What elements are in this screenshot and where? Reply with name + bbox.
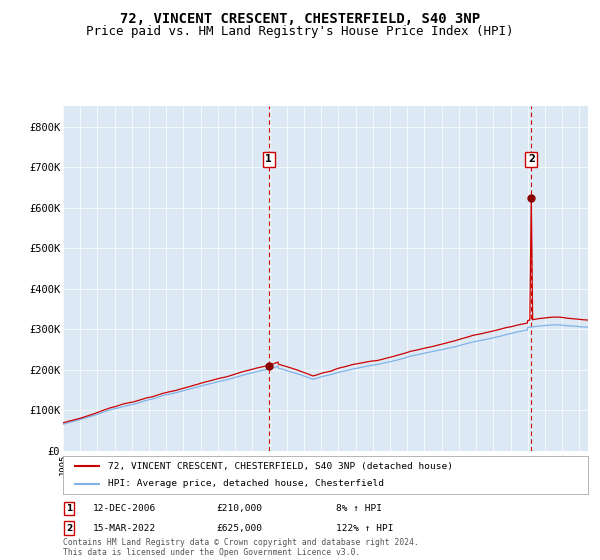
Text: Contains HM Land Registry data © Crown copyright and database right 2024.
This d: Contains HM Land Registry data © Crown c… [63,538,419,557]
Text: 2: 2 [66,524,72,533]
Text: 1: 1 [66,504,72,513]
Text: 72, VINCENT CRESCENT, CHESTERFIELD, S40 3NP: 72, VINCENT CRESCENT, CHESTERFIELD, S40 … [120,12,480,26]
Text: 12-DEC-2006: 12-DEC-2006 [93,504,156,513]
Text: Price paid vs. HM Land Registry's House Price Index (HPI): Price paid vs. HM Land Registry's House … [86,25,514,38]
Text: 122% ↑ HPI: 122% ↑ HPI [336,524,394,533]
Text: £210,000: £210,000 [216,504,262,513]
Text: 15-MAR-2022: 15-MAR-2022 [93,524,156,533]
Text: 2: 2 [528,154,535,164]
Text: £625,000: £625,000 [216,524,262,533]
Text: HPI: Average price, detached house, Chesterfield: HPI: Average price, detached house, Ches… [107,479,383,488]
Text: 72, VINCENT CRESCENT, CHESTERFIELD, S40 3NP (detached house): 72, VINCENT CRESCENT, CHESTERFIELD, S40 … [107,461,452,470]
Text: 1: 1 [265,154,272,164]
Text: 8% ↑ HPI: 8% ↑ HPI [336,504,382,513]
